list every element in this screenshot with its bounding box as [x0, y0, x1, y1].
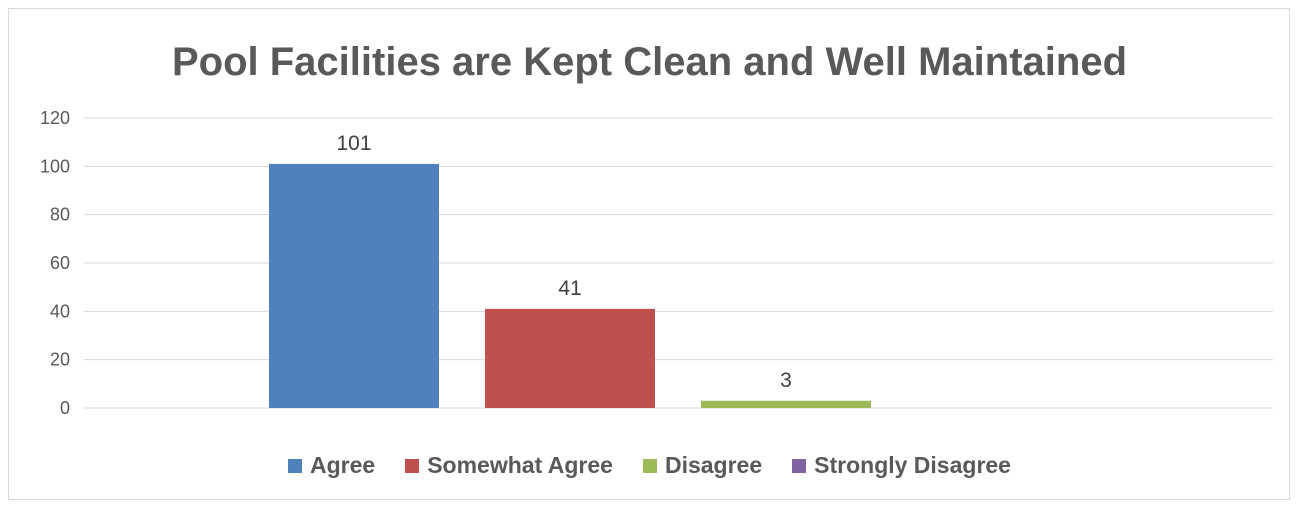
- legend: Agree Somewhat Agree Disagree Strongly Disa…: [0, 452, 1299, 479]
- data-label: 101: [336, 132, 371, 155]
- chart-title: Pool Facilities are Kept Clean and Well …: [171, 40, 1128, 84]
- y-tick-label: 0: [60, 398, 70, 418]
- legend-swatch: [288, 458, 302, 473]
- legend-swatch: [792, 458, 807, 473]
- y-tick-label: 40: [50, 301, 70, 321]
- y-axis: 0 20 40 60 80 100 120: [40, 108, 70, 418]
- legend-label: Disagree: [664, 452, 763, 478]
- bar-somewhat-agree: [485, 308, 655, 408]
- y-tick-label: 80: [50, 205, 70, 225]
- data-labels: 101 41 3: [336, 132, 791, 392]
- legend-item: Disagree: [642, 452, 763, 479]
- y-tick-label: 60: [50, 253, 70, 273]
- chart-frame: [8, 8, 1290, 500]
- bar-agree: [269, 163, 439, 408]
- legend-swatch: [405, 458, 420, 473]
- legend-label: Strongly Disagree: [814, 452, 1011, 478]
- gridlines: [84, 117, 1273, 409]
- legend-item: Strongly Disagree: [792, 452, 1011, 479]
- y-tick-label: 100: [40, 156, 70, 176]
- data-label: 41: [558, 277, 581, 300]
- legend-label: Somewhat Agree: [427, 452, 613, 478]
- y-tick-label: 20: [50, 350, 70, 370]
- bars: [269, 163, 871, 408]
- legend-swatch: [642, 458, 657, 473]
- legend-item: Somewhat Agree: [405, 452, 613, 479]
- data-label: 3: [780, 369, 792, 392]
- y-tick-label: 120: [40, 108, 70, 128]
- bar-disagree: [701, 400, 871, 408]
- legend-label: Agree: [310, 452, 376, 478]
- legend-item: Agree: [288, 452, 375, 479]
